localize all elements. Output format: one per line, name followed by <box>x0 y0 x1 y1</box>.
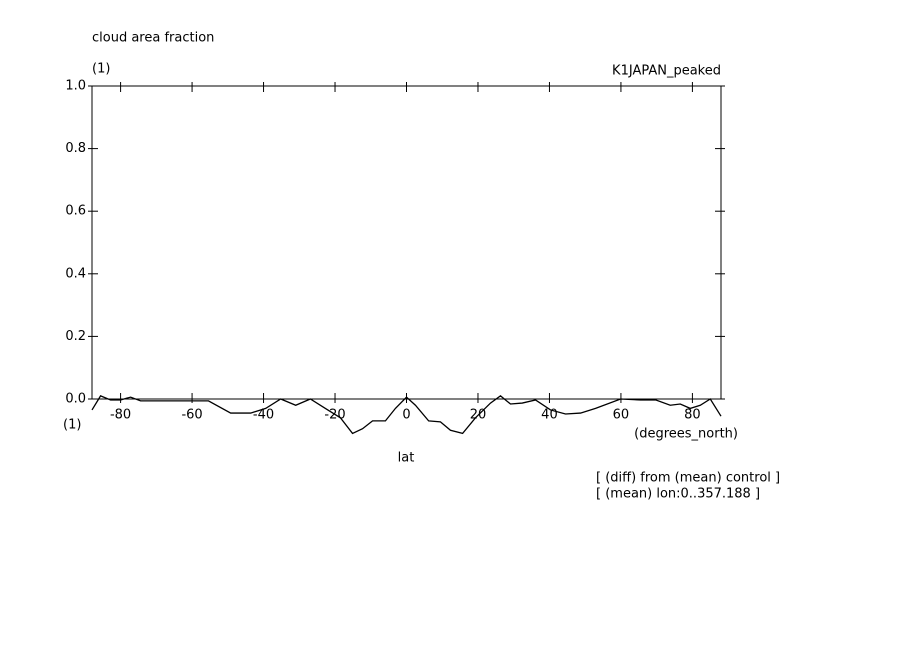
subtitle: K1JAPAN_peaked <box>612 64 721 79</box>
y-tick-label: 0.8 <box>65 141 86 156</box>
note: [ (diff) from (mean) control ] <box>596 471 780 486</box>
x-tick-label: 0 <box>402 408 410 423</box>
chart-title: cloud area fraction <box>92 31 214 46</box>
y-tick-label: 1.0 <box>65 79 86 94</box>
plot-frame <box>91 85 722 400</box>
y-tick-label: 0.6 <box>65 204 86 219</box>
x-tick-label: -80 <box>110 408 131 423</box>
y-units: (1) <box>92 62 110 77</box>
x-tick-label: 80 <box>684 408 701 423</box>
note: [ (mean) lon:0..357.188 ] <box>596 487 760 502</box>
x-tick-label: -60 <box>181 408 202 423</box>
y-tick-label: 0.4 <box>65 266 86 281</box>
y-tick-label: 0.0 <box>65 392 86 407</box>
x-tick-label: -40 <box>253 408 274 423</box>
y-tick-label: 0.2 <box>65 329 86 344</box>
data-line <box>91 395 722 435</box>
x-units: (degrees_north) <box>634 427 738 442</box>
x-tick-label: 60 <box>613 408 630 423</box>
x-units-left: (1) <box>63 418 81 433</box>
x-axis-label: lat <box>398 451 415 466</box>
